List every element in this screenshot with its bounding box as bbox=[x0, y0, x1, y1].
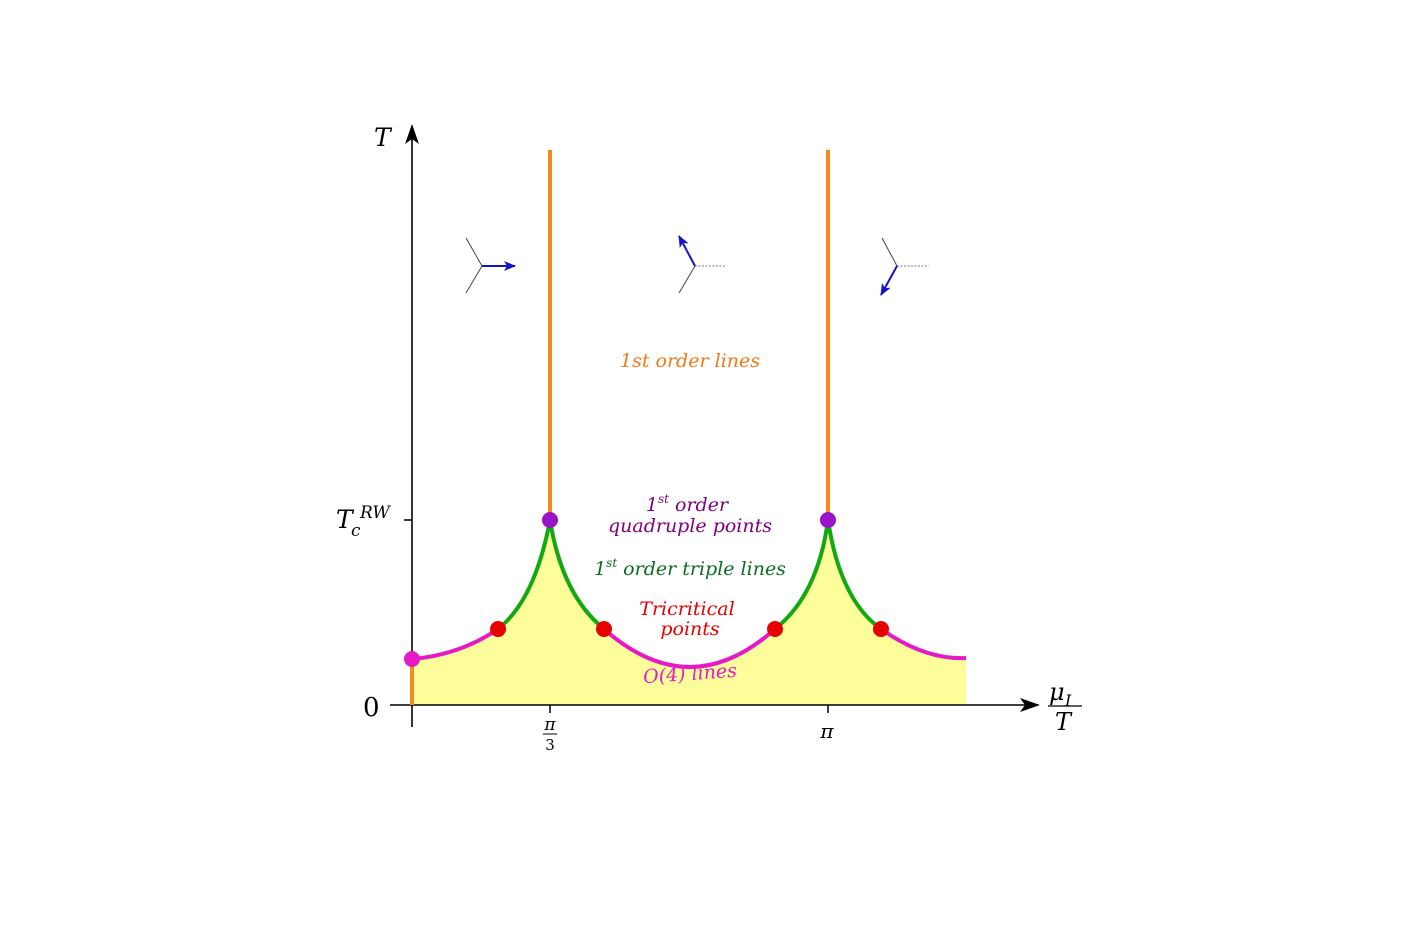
x-tick-pi-label: π bbox=[819, 719, 834, 743]
quadruple-point-2 bbox=[820, 512, 836, 528]
o4-line-1 bbox=[411, 627, 500, 661]
polyakov-loop-phase-2pi3-icon bbox=[678, 235, 726, 294]
first-order-lines-label: 1st order lines bbox=[620, 350, 760, 372]
triple-line-2 bbox=[548, 519, 606, 631]
y-tick-zero-label: 0 bbox=[363, 693, 380, 723]
triple-line-3 bbox=[773, 519, 830, 631]
x-axis-label: μ I T bbox=[1048, 678, 1082, 736]
quadruple-point-1 bbox=[542, 512, 558, 528]
tricritical-points-label: Tricritical points bbox=[639, 598, 740, 640]
o4-line-3 bbox=[879, 627, 967, 661]
y-tick-trw-label: T c RW bbox=[336, 503, 391, 541]
tricritical-point-1 bbox=[490, 621, 506, 637]
o4-line-2 bbox=[602, 627, 777, 669]
quadruple-points-label: 1st order quadruple points bbox=[608, 492, 772, 537]
triple-lines-label: 1st order triple lines bbox=[594, 556, 786, 580]
svg-text:π: π bbox=[543, 715, 556, 735]
x-tick-pi3-label: π 3 bbox=[543, 715, 557, 754]
svg-text:3: 3 bbox=[545, 736, 555, 754]
svg-text:T: T bbox=[1055, 708, 1073, 736]
svg-text:μ I: μ I bbox=[1049, 678, 1072, 710]
tricritical-point-2 bbox=[596, 621, 612, 637]
tricritical-point-3 bbox=[767, 621, 783, 637]
tricritical-point-4 bbox=[873, 621, 889, 637]
triple-line-4 bbox=[826, 519, 883, 631]
y-axis-label: T bbox=[374, 123, 393, 152]
polyakov-loop-phase-0-icon bbox=[465, 237, 516, 294]
triple-line-1 bbox=[496, 519, 552, 631]
low-temperature-region bbox=[412, 520, 966, 705]
o4-endpoint bbox=[404, 651, 420, 667]
polyakov-loop-phase-4pi3-icon bbox=[880, 237, 929, 296]
